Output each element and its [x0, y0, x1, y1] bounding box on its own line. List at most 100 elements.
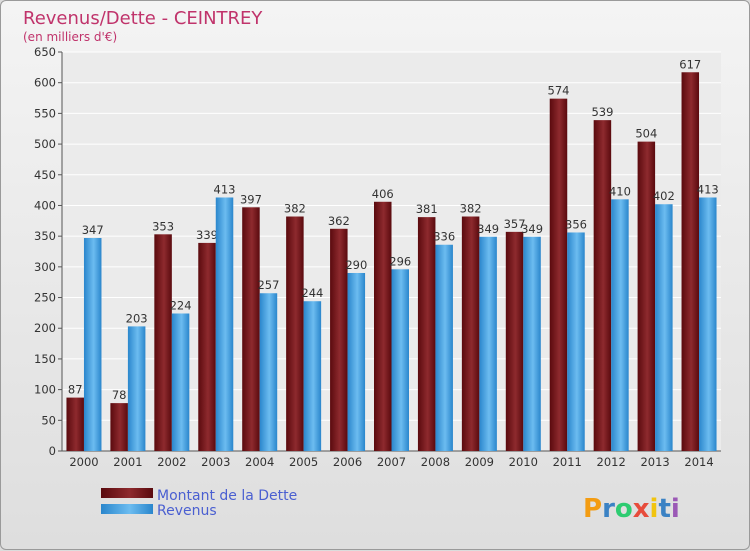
bar-revenus [611, 199, 629, 451]
data-label: 353 [152, 219, 174, 233]
bar-revenus [259, 293, 278, 451]
bar-dette [330, 228, 348, 451]
bar-dette [242, 207, 260, 451]
bar-revenus [523, 236, 541, 451]
data-label: 296 [389, 254, 411, 268]
data-label: 617 [679, 57, 701, 71]
x-tick-label: 2014 [684, 455, 713, 469]
data-label: 504 [635, 127, 657, 141]
x-tick-label: 2001 [113, 455, 142, 469]
bar-dette [374, 201, 392, 451]
legend-label-dette: Montant de la Dette [157, 488, 297, 504]
bar-dette [681, 72, 700, 451]
bar-dette [286, 216, 304, 451]
bar-revenus [215, 197, 234, 451]
bar-dette [154, 234, 172, 451]
x-tick-label: 2013 [640, 455, 669, 469]
y-tick-label: 300 [34, 260, 56, 274]
plot-area: 0 50 100 150 200 250 300 350 400 450 500 550 600 650 8… [34, 45, 721, 469]
bar-dette [593, 120, 612, 451]
data-label: 381 [416, 202, 438, 216]
y-tick-label: 350 [34, 229, 56, 243]
bar-revenus [303, 301, 322, 451]
logo-letter: i [650, 494, 659, 524]
x-tick-label: 2006 [333, 455, 362, 469]
y-tick-label: 250 [34, 291, 56, 305]
bar-dette [505, 231, 524, 451]
bar-revenus [479, 236, 497, 451]
y-tick-label: 650 [34, 45, 56, 59]
data-label: 87 [68, 383, 83, 397]
data-label: 413 [697, 182, 719, 196]
x-tick-label: 2008 [421, 455, 450, 469]
bar-dette [461, 216, 480, 451]
legend-swatch-dette [101, 488, 153, 498]
y-tick-label: 450 [34, 168, 56, 182]
bar-revenus [567, 232, 585, 451]
y-tick-label: 200 [34, 321, 56, 335]
data-label: 336 [433, 230, 455, 244]
x-tick-label: 2004 [245, 455, 274, 469]
data-label: 347 [82, 223, 104, 237]
data-label: 357 [504, 217, 526, 231]
x-tick-label: 2011 [553, 455, 582, 469]
bar-dette [637, 141, 656, 452]
y-tick-label: 100 [34, 383, 56, 397]
bar-revenus [83, 237, 102, 451]
chart-title: Revenus/Dette - CEINTREY [23, 8, 263, 29]
data-label: 339 [196, 228, 218, 242]
y-tick-label: 0 [49, 444, 56, 458]
data-label: 244 [301, 286, 323, 300]
bar-dette [549, 98, 568, 451]
x-tick-label: 2002 [157, 455, 186, 469]
bar-revenus [391, 269, 409, 451]
data-label: 203 [126, 311, 148, 325]
data-label: 257 [257, 278, 279, 292]
data-label: 406 [372, 187, 394, 201]
data-label: 382 [460, 202, 482, 216]
bar-dette [198, 242, 216, 451]
logo-letter: r [602, 494, 615, 524]
data-label: 413 [214, 182, 236, 196]
x-tick-label: 2010 [509, 455, 538, 469]
bar-revenus [699, 197, 717, 451]
bar-revenus [435, 244, 453, 451]
x-tick-label: 2007 [377, 455, 406, 469]
data-label: 539 [591, 105, 613, 119]
legend-swatch-revenus [101, 504, 153, 514]
bar-revenus [347, 272, 366, 451]
x-tick-label: 2003 [201, 455, 230, 469]
legend: Montant de la Dette Revenus [101, 488, 297, 519]
bar-dette [66, 397, 84, 451]
logo-letter: t [658, 494, 670, 524]
data-label: 397 [240, 192, 262, 206]
bar-revenus [127, 326, 146, 451]
y-tick-label: 50 [41, 413, 56, 427]
data-label: 410 [609, 184, 631, 198]
data-label: 362 [328, 214, 350, 228]
logo-letter: P [583, 494, 602, 524]
data-label: 290 [345, 258, 367, 272]
logo-letter: o [615, 494, 633, 524]
data-label: 382 [284, 202, 306, 216]
x-tick-label: 2012 [597, 455, 626, 469]
chart-subtitle: (en milliers d'€) [23, 30, 117, 44]
data-label: 349 [477, 222, 499, 236]
data-label: 78 [112, 388, 127, 402]
data-label: 224 [170, 298, 192, 312]
data-label: 349 [521, 222, 543, 236]
bar-revenus [171, 313, 190, 451]
y-tick-label: 150 [34, 352, 56, 366]
data-label: 402 [653, 189, 675, 203]
data-label: 356 [565, 217, 587, 231]
x-tick-label: 2000 [69, 455, 98, 469]
bar-dette [417, 217, 436, 451]
logo-letter: i [671, 494, 680, 524]
x-tick-label: 2005 [289, 455, 318, 469]
data-label: 574 [548, 84, 570, 98]
bar-revenus [655, 204, 673, 451]
y-tick-label: 500 [34, 137, 56, 151]
legend-label-revenus: Revenus [157, 503, 217, 519]
